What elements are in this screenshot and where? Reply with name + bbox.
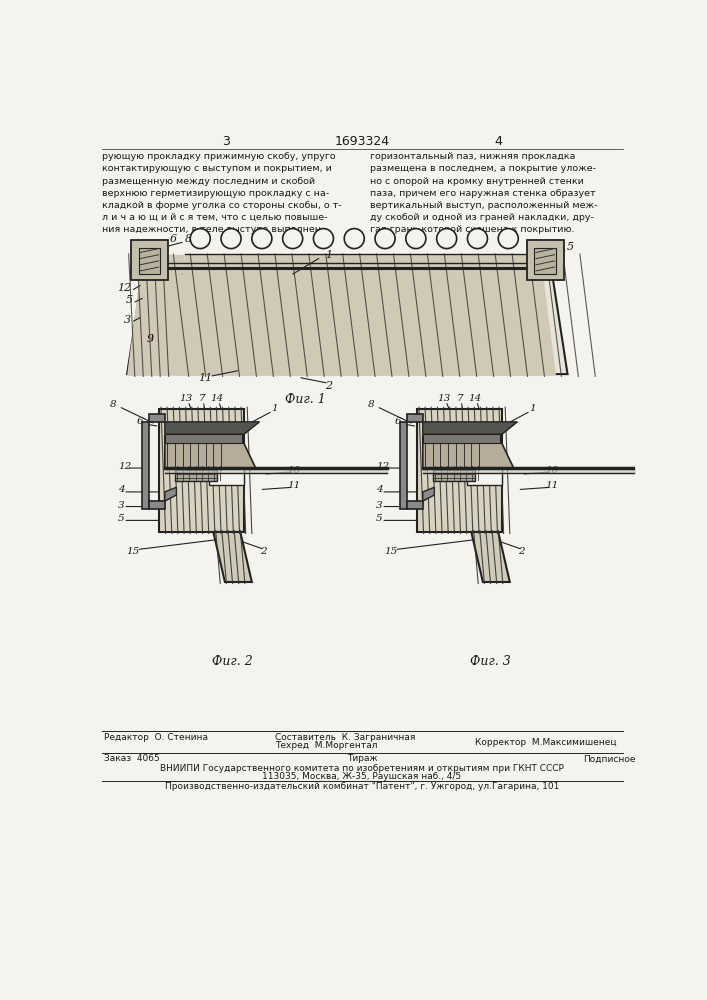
- Polygon shape: [423, 422, 518, 434]
- Text: 8: 8: [110, 400, 117, 409]
- Text: 5: 5: [375, 514, 382, 523]
- Polygon shape: [170, 255, 556, 376]
- Circle shape: [375, 229, 395, 249]
- Circle shape: [190, 229, 210, 249]
- Polygon shape: [467, 453, 502, 485]
- Text: 13: 13: [180, 394, 193, 403]
- Polygon shape: [399, 422, 407, 509]
- Polygon shape: [175, 464, 217, 481]
- Polygon shape: [139, 248, 160, 274]
- Text: Тираж: Тираж: [346, 754, 378, 763]
- Polygon shape: [127, 274, 568, 374]
- Polygon shape: [209, 453, 244, 485]
- Text: Фиг. 1: Фиг. 1: [286, 393, 326, 406]
- Polygon shape: [127, 255, 185, 376]
- Polygon shape: [141, 422, 149, 509]
- Text: 3: 3: [124, 315, 131, 325]
- Text: 1: 1: [271, 404, 279, 413]
- Text: 11: 11: [288, 481, 300, 490]
- Text: Фиг. 3: Фиг. 3: [470, 655, 511, 668]
- Text: 6: 6: [170, 234, 177, 244]
- Text: 9: 9: [223, 547, 230, 556]
- Circle shape: [437, 229, 457, 249]
- Text: 9: 9: [481, 547, 488, 556]
- Polygon shape: [534, 248, 556, 274]
- Text: 5: 5: [566, 242, 573, 252]
- Text: 5: 5: [126, 295, 133, 305]
- Text: 14: 14: [211, 394, 224, 403]
- Text: 5: 5: [117, 514, 124, 523]
- Polygon shape: [407, 501, 423, 509]
- Text: Подписное: Подписное: [583, 754, 636, 763]
- Circle shape: [313, 229, 334, 249]
- Text: 12: 12: [117, 283, 132, 293]
- Polygon shape: [149, 414, 165, 422]
- Circle shape: [344, 229, 364, 249]
- Polygon shape: [423, 436, 514, 468]
- Text: 1: 1: [530, 404, 536, 413]
- Text: 11: 11: [199, 373, 213, 383]
- Polygon shape: [214, 532, 252, 582]
- Polygon shape: [165, 422, 259, 434]
- Text: 1693324: 1693324: [334, 135, 390, 148]
- Polygon shape: [472, 532, 510, 582]
- Text: 1: 1: [325, 250, 332, 260]
- Polygon shape: [165, 434, 242, 443]
- Text: Производственно-издательский комбинат "Патент", г. Ужгород, ул.Гагарина, 101: Производственно-издательский комбинат "П…: [165, 782, 559, 791]
- Text: 3: 3: [223, 135, 230, 148]
- Text: 6: 6: [395, 417, 402, 426]
- Text: Заказ  4065: Заказ 4065: [104, 754, 160, 763]
- Polygon shape: [160, 409, 244, 532]
- Circle shape: [283, 229, 303, 249]
- Text: 4: 4: [117, 485, 124, 494]
- Text: 7: 7: [457, 394, 463, 403]
- Text: 2: 2: [260, 547, 267, 556]
- Text: 2: 2: [518, 547, 525, 556]
- Text: 3: 3: [117, 500, 124, 510]
- Text: 9: 9: [146, 334, 153, 344]
- Polygon shape: [131, 240, 168, 280]
- Text: Составитель  К. Заграничная: Составитель К. Заграничная: [275, 733, 415, 742]
- Polygon shape: [165, 487, 176, 501]
- Text: 8: 8: [368, 400, 375, 409]
- Circle shape: [406, 229, 426, 249]
- Polygon shape: [165, 436, 256, 468]
- Text: 2: 2: [325, 381, 332, 391]
- Text: 10: 10: [288, 466, 300, 475]
- Text: 3: 3: [375, 500, 382, 510]
- Text: Корректор  М.Максимишенец: Корректор М.Максимишенец: [475, 738, 617, 747]
- Text: Техред  М.Моргентал: Техред М.Моргентал: [275, 741, 378, 750]
- Text: 14: 14: [469, 394, 481, 403]
- Text: 4: 4: [375, 485, 382, 494]
- Circle shape: [467, 229, 487, 249]
- Text: горизонтальный паз, нижняя прокладка
размещена в последнем, а покрытие уложе-
но: горизонтальный паз, нижняя прокладка раз…: [370, 152, 597, 234]
- Text: Редактор  О. Стенина: Редактор О. Стенина: [104, 733, 208, 742]
- Text: 7: 7: [199, 394, 205, 403]
- Circle shape: [252, 229, 272, 249]
- Text: рующую прокладку прижимную скобу, упруго
контактирующую с выступом и покрытием, : рующую прокладку прижимную скобу, упруго…: [102, 152, 341, 234]
- Text: 15: 15: [126, 547, 139, 556]
- Text: 4: 4: [494, 135, 502, 148]
- Text: 113035, Москва, Ж-35, Раушская наб., 4/5: 113035, Москва, Ж-35, Раушская наб., 4/5: [262, 772, 462, 781]
- Polygon shape: [423, 434, 500, 443]
- Circle shape: [498, 229, 518, 249]
- Text: 15: 15: [384, 547, 397, 556]
- Polygon shape: [149, 501, 165, 509]
- Text: 12: 12: [118, 462, 132, 471]
- Text: Фиг. 2: Фиг. 2: [212, 655, 253, 668]
- Text: 13: 13: [438, 394, 451, 403]
- Polygon shape: [423, 487, 434, 501]
- Text: 10: 10: [546, 466, 559, 475]
- Text: 6: 6: [137, 417, 144, 426]
- Text: 12: 12: [376, 462, 390, 471]
- Polygon shape: [407, 414, 423, 422]
- Polygon shape: [527, 240, 563, 280]
- Polygon shape: [417, 409, 502, 532]
- Text: 7: 7: [195, 238, 202, 248]
- Text: 11: 11: [546, 481, 559, 490]
- Text: ВНИИПИ Государственного комитета по изобретениям и открытиям при ГКНТ СССР: ВНИИПИ Государственного комитета по изоб…: [160, 764, 564, 773]
- Polygon shape: [433, 464, 475, 481]
- Circle shape: [221, 229, 241, 249]
- Text: 8: 8: [185, 234, 192, 244]
